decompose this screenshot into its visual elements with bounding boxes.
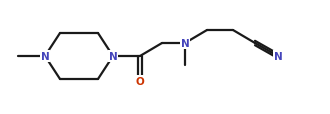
Text: N: N (274, 52, 282, 61)
Text: O: O (136, 76, 145, 86)
Text: N: N (109, 52, 117, 61)
Text: N: N (181, 39, 189, 49)
Text: N: N (41, 52, 49, 61)
